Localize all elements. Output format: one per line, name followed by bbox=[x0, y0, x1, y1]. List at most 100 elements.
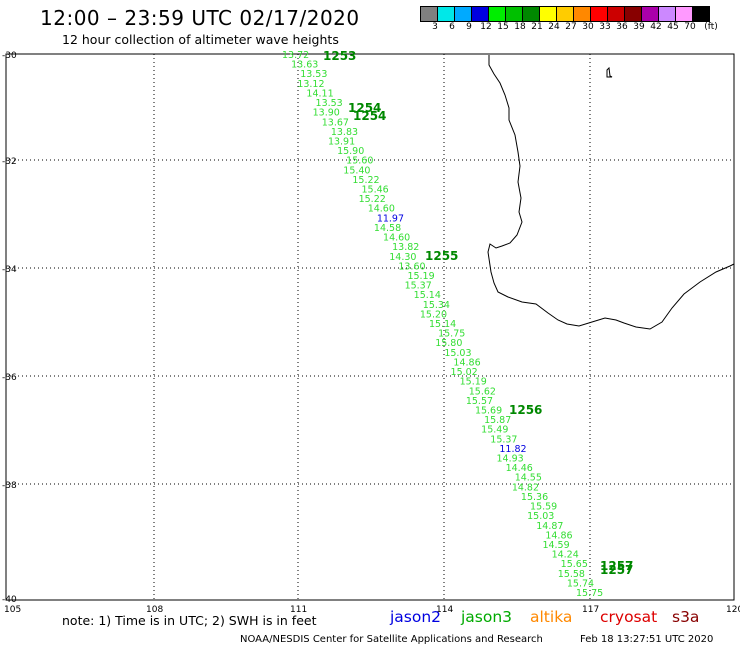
color-scale-label: 45 bbox=[667, 22, 679, 32]
lat-tick-label: -32 bbox=[2, 157, 17, 167]
color-scale-label: 39 bbox=[633, 22, 645, 32]
track-time-label: 1254 bbox=[353, 109, 386, 123]
swh-value-label: 13.63 bbox=[291, 60, 318, 71]
color-scale-label: 6 bbox=[449, 22, 455, 32]
swh-value-label: 13.91 bbox=[328, 136, 355, 147]
swh-value-label: 15.22 bbox=[359, 194, 386, 205]
page-subtitle: 12 hour collection of altimeter wave hei… bbox=[62, 32, 339, 47]
swh-value-label: 14.60 bbox=[368, 204, 395, 215]
footnote: note: 1) Time is in UTC; 2) SWH is in fe… bbox=[62, 613, 317, 628]
color-scale-unit: (ft) bbox=[704, 22, 718, 32]
rottnest-island bbox=[606, 66, 613, 78]
swh-value-label: 15.36 bbox=[521, 492, 548, 503]
swh-value-label: 14.59 bbox=[542, 540, 569, 551]
track-time-label: 1256 bbox=[509, 403, 542, 417]
swh-value-label: 15.57 bbox=[466, 396, 493, 407]
color-scale-label: 33 bbox=[599, 22, 611, 32]
swh-value-label: 15.58 bbox=[558, 569, 585, 580]
swh-value-label: 15.22 bbox=[352, 175, 379, 186]
swh-value-label: 13.60 bbox=[398, 261, 425, 272]
lon-tick-label: 111 bbox=[290, 605, 307, 615]
lon-tick-label: 114 bbox=[436, 605, 453, 615]
swh-value-label: 15.40 bbox=[343, 165, 370, 176]
swh-value-label: 15.20 bbox=[420, 309, 447, 320]
swh-value-label: 15.87 bbox=[484, 415, 511, 426]
swh-value-label: 15.34 bbox=[423, 300, 450, 311]
swh-value-label: 13.83 bbox=[331, 127, 358, 138]
color-scale-label: 24 bbox=[548, 22, 560, 32]
credit-line: NOAA/NESDIS Center for Satellite Applica… bbox=[240, 634, 543, 645]
swh-value-label: 15.65 bbox=[561, 559, 588, 570]
swh-value-label: 13.53 bbox=[316, 98, 343, 109]
swh-value-label: 15.62 bbox=[469, 386, 496, 397]
swh-value-label: 15.60 bbox=[346, 156, 373, 167]
swh-value-label: 15.37 bbox=[490, 434, 517, 445]
lat-tick-label: -38 bbox=[2, 481, 17, 491]
color-scale-label: 21 bbox=[531, 22, 543, 32]
swh-value-label: 15.02 bbox=[451, 367, 478, 378]
coastline-australia bbox=[487, 55, 735, 330]
swh-value-label: 15.19 bbox=[460, 377, 487, 388]
satellite-legend-item: s3a bbox=[672, 608, 700, 626]
swh-value-label: 15.75 bbox=[438, 329, 465, 340]
swh-value-label: 15.80 bbox=[435, 338, 462, 349]
track-time-label: 1255 bbox=[425, 249, 458, 263]
swh-value-label: 15.59 bbox=[530, 502, 557, 513]
satellite-track: 13.7213.6313.5313.1214.1113.5313.9013.67… bbox=[282, 50, 603, 599]
swh-value-label: 13.82 bbox=[392, 242, 419, 253]
swh-value-label: 15.74 bbox=[567, 578, 594, 589]
swh-value-label: 15.19 bbox=[407, 271, 434, 282]
swh-value-label: 14.55 bbox=[515, 473, 542, 484]
swh-value-label: 14.58 bbox=[374, 223, 401, 234]
swh-value-label: 13.72 bbox=[282, 50, 309, 61]
lat-tick-label: -36 bbox=[2, 373, 17, 383]
swh-value-label: 14.24 bbox=[552, 550, 579, 561]
lon-tick-label: 120 bbox=[726, 605, 740, 615]
swh-value-label: 14.11 bbox=[306, 88, 333, 99]
swh-value-label: 13.90 bbox=[313, 108, 340, 119]
lon-tick-label: 105 bbox=[4, 605, 21, 615]
swh-value-label: 13.67 bbox=[322, 117, 349, 128]
color-scale-label: 30 bbox=[582, 22, 594, 32]
color-scale-label: 18 bbox=[514, 22, 526, 32]
swh-value-label: 14.46 bbox=[506, 463, 533, 474]
swh-value-label: 15.75 bbox=[576, 588, 603, 599]
color-scale-label: 3 bbox=[432, 22, 438, 32]
swh-value-label: 14.86 bbox=[453, 357, 480, 368]
swh-value-label: 14.93 bbox=[497, 454, 524, 465]
swh-value-label: 15.14 bbox=[429, 319, 456, 330]
swh-value-label: 15.03 bbox=[444, 348, 471, 359]
color-scale-label: 42 bbox=[650, 22, 662, 32]
swh-value-label: 14.86 bbox=[545, 530, 572, 541]
lat-tick-label: -40 bbox=[2, 595, 17, 605]
swh-value-label: 14.60 bbox=[383, 233, 410, 244]
color-scale-label: 12 bbox=[480, 22, 492, 32]
map-frame bbox=[5, 53, 735, 601]
swh-value-label: 11.82 bbox=[499, 444, 526, 455]
swh-value-label: 15.14 bbox=[414, 290, 441, 301]
satellite-legend-item: cryosat bbox=[600, 608, 658, 626]
color-scale-label: 27 bbox=[565, 22, 577, 32]
swh-value-label: 14.82 bbox=[512, 482, 539, 493]
satellite-legend-item: jason3 bbox=[461, 608, 513, 626]
color-scale-label: 70 bbox=[684, 22, 696, 32]
color-scale-bar bbox=[420, 6, 710, 22]
color-scale-labels: 3 6 9 12 15 18 21 24 27 30 33 36 39 42 45 70 (ft) bbox=[420, 22, 740, 34]
swh-value-label: 14.87 bbox=[536, 521, 563, 532]
color-scale-label: 9 bbox=[466, 22, 472, 32]
track-time-label: 1257 bbox=[600, 559, 633, 573]
color-scale-label: 15 bbox=[497, 22, 509, 32]
track-time-label: 1253 bbox=[323, 49, 356, 63]
swh-value-label: 14.30 bbox=[389, 252, 416, 263]
track-time-label: 1254 bbox=[348, 101, 381, 115]
swh-value-label: 11.97 bbox=[377, 213, 404, 224]
swh-value-label: 15.46 bbox=[362, 185, 389, 196]
swh-value-label: 15.37 bbox=[405, 281, 432, 292]
lat-tick-label: -30 bbox=[2, 51, 17, 61]
color-scale-swatch bbox=[692, 6, 710, 22]
swh-value-label: 15.03 bbox=[527, 511, 554, 522]
lat-tick-label: -34 bbox=[2, 265, 17, 275]
